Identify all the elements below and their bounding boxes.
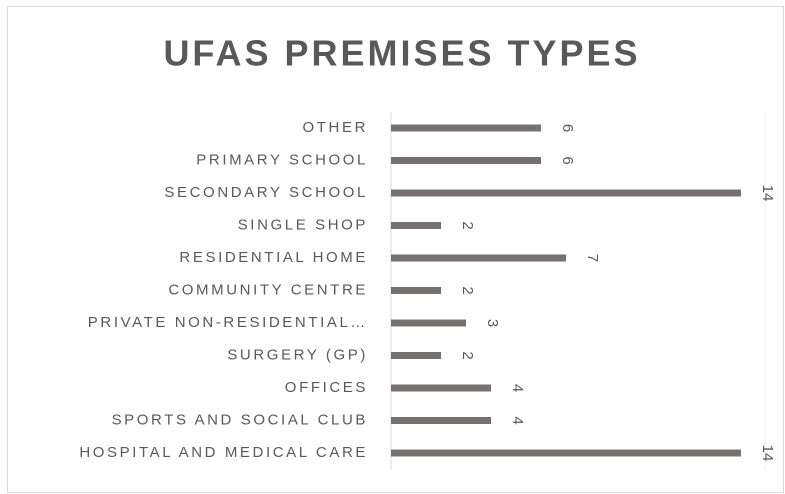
- data-label: 7: [584, 254, 601, 262]
- bar: [391, 287, 441, 294]
- y-tick-label: PRIMARY SCHOOL: [196, 151, 368, 168]
- data-label: 4: [509, 384, 526, 392]
- data-label: 6: [559, 124, 576, 132]
- data-label: 6: [559, 156, 576, 164]
- data-label: 14: [759, 185, 776, 202]
- chart-border: [7, 6, 784, 493]
- bar: [391, 254, 566, 262]
- data-label: 2: [459, 221, 476, 229]
- data-label: 14: [759, 445, 776, 462]
- data-label: 2: [459, 286, 476, 294]
- bar: [391, 319, 466, 327]
- y-tick-label: SPORTS AND SOCIAL CLUB: [112, 411, 368, 428]
- bar: [391, 222, 441, 229]
- bar: [391, 384, 491, 392]
- bar: [391, 449, 741, 457]
- data-label: 3: [484, 319, 501, 327]
- y-tick-label: SINGLE SHOP: [238, 216, 368, 233]
- y-tick-label: SURGERY (GP): [227, 346, 368, 363]
- data-label: 4: [509, 416, 526, 424]
- bar: [391, 352, 441, 359]
- y-tick-label: SECONDARY SCHOOL: [164, 184, 368, 201]
- bar: [391, 157, 541, 164]
- bar: [391, 124, 541, 132]
- y-tick-label: PRIVATE NON-RESIDENTIAL…: [88, 314, 368, 331]
- data-label: 2: [459, 351, 476, 359]
- y-tick-label: COMMUNITY CENTRE: [168, 281, 368, 298]
- y-tick-label: RESIDENTIAL HOME: [179, 249, 368, 266]
- bar: [391, 189, 741, 197]
- y-tick-label: OFFICES: [285, 379, 368, 396]
- bar: [391, 417, 491, 424]
- chart-title: UFAS PREMISES TYPES: [163, 33, 640, 74]
- y-tick-label: OTHER: [303, 119, 369, 136]
- y-tick-label: HOSPITAL AND MEDICAL CARE: [79, 444, 368, 461]
